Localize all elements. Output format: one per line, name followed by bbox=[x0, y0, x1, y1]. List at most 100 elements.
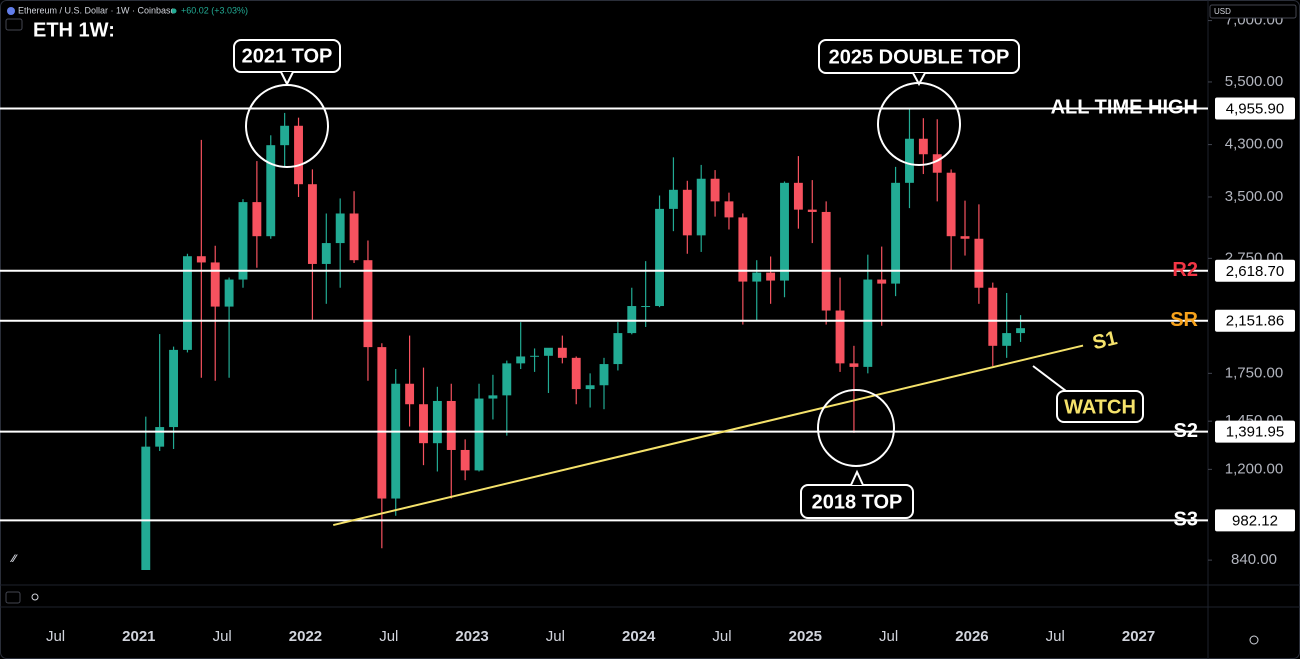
level-price-label: 4,955.90 bbox=[1226, 100, 1284, 117]
candle-body bbox=[932, 154, 942, 173]
candle-body bbox=[321, 243, 331, 264]
y-tick-label: 3,500.00 bbox=[1225, 188, 1283, 205]
candle-body bbox=[530, 355, 540, 357]
candle-body bbox=[960, 236, 970, 239]
y-tick-label: 4,300.00 bbox=[1225, 136, 1283, 153]
level-price-label: 982.12 bbox=[1232, 512, 1278, 529]
tradingview-logo: ⁄⁄ bbox=[9, 553, 18, 565]
candle-body bbox=[516, 356, 526, 364]
level-price-box bbox=[1215, 259, 1295, 282]
candle-body bbox=[377, 347, 387, 499]
collapse-button[interactable] bbox=[5, 18, 23, 31]
level-price-box bbox=[1215, 309, 1295, 332]
annotation: 2018 TOP bbox=[812, 491, 903, 513]
candle-body bbox=[419, 404, 428, 444]
trendline bbox=[333, 344, 1084, 527]
market-status bbox=[171, 8, 177, 14]
level-label: S3 bbox=[1174, 509, 1198, 531]
level-label: ALL TIME HIGH bbox=[1051, 97, 1198, 119]
candle-body bbox=[974, 238, 984, 288]
callout-box bbox=[1056, 390, 1144, 423]
callout-pointer bbox=[912, 72, 926, 87]
candle-body bbox=[363, 260, 373, 348]
candle-body bbox=[432, 400, 442, 444]
level-label: R2 bbox=[1172, 259, 1198, 281]
candle-body bbox=[821, 211, 831, 311]
currency-selector[interactable] bbox=[1209, 4, 1297, 19]
candle-body bbox=[682, 189, 692, 236]
candle-body bbox=[557, 347, 567, 358]
x-tick-label: 2024 bbox=[622, 628, 656, 645]
candle-body bbox=[599, 364, 609, 386]
y-tick-label: 1,750.00 bbox=[1225, 364, 1283, 381]
candle-body bbox=[1002, 333, 1012, 346]
settings-button[interactable] bbox=[31, 593, 39, 601]
callout-pointer bbox=[850, 469, 864, 486]
x-tick-label: Jul bbox=[46, 628, 65, 645]
candle-body bbox=[585, 385, 595, 390]
candle-body bbox=[946, 172, 956, 237]
candle-body bbox=[544, 347, 553, 356]
callout-pointer bbox=[1032, 365, 1071, 395]
x-tick-label: 2021 bbox=[122, 628, 155, 645]
candle-body bbox=[655, 208, 664, 307]
y-tick-label: 1,200.00 bbox=[1225, 460, 1283, 477]
level-price-label: 2,151.86 bbox=[1226, 313, 1284, 330]
callout-pointer bbox=[280, 71, 294, 87]
candle-body bbox=[710, 178, 720, 202]
candle-body bbox=[835, 310, 845, 364]
x-tick-label: Jul bbox=[712, 628, 731, 645]
candle-body bbox=[307, 184, 317, 264]
candle-body bbox=[849, 363, 859, 367]
candle-body bbox=[488, 395, 498, 399]
x-tick-label: Jul bbox=[546, 628, 565, 645]
candle-body bbox=[1016, 328, 1025, 334]
level-price-box bbox=[1215, 420, 1295, 443]
candle-body bbox=[266, 145, 276, 237]
candle-body bbox=[446, 400, 456, 450]
candle-body bbox=[405, 383, 415, 405]
candle-body bbox=[391, 383, 401, 499]
symbol-icon bbox=[7, 7, 15, 15]
candle-body bbox=[183, 256, 192, 350]
candle-body bbox=[905, 138, 914, 183]
plot-area bbox=[141, 108, 1025, 570]
candle-body bbox=[793, 182, 803, 210]
timeframe-button[interactable] bbox=[5, 591, 21, 604]
candle-body bbox=[349, 213, 359, 261]
x-tick-label: Jul bbox=[1046, 628, 1065, 645]
level-label: S2 bbox=[1174, 420, 1198, 442]
candle-body bbox=[766, 272, 776, 281]
symbol-description: Ethereum / U.S. Dollar · 1W · Coinbase bbox=[18, 5, 176, 15]
y-tick-label: 5,500.00 bbox=[1225, 73, 1283, 90]
level-price-box bbox=[1215, 509, 1295, 532]
candle-body bbox=[196, 256, 206, 263]
candle-body bbox=[807, 209, 817, 212]
candle-body bbox=[238, 202, 248, 280]
overlay: 7,000.005,500.004,300.003,500.002,750.00… bbox=[0, 12, 1295, 645]
candle-body bbox=[641, 306, 651, 308]
candle-body bbox=[224, 279, 234, 307]
candle-body bbox=[280, 125, 290, 146]
highlight-circle bbox=[817, 389, 895, 467]
x-tick-label: 2025 bbox=[789, 628, 822, 645]
level-label: SR bbox=[1170, 309, 1198, 331]
candle-body bbox=[571, 357, 581, 390]
candle-body bbox=[752, 272, 762, 282]
level-price-box bbox=[1215, 97, 1295, 120]
scroll-button[interactable] bbox=[1249, 635, 1259, 645]
candle-body bbox=[169, 349, 179, 428]
candle-body bbox=[502, 363, 512, 396]
candle-body bbox=[460, 449, 470, 471]
candle-body bbox=[294, 125, 303, 185]
chart-title: ETH 1W: bbox=[33, 19, 115, 41]
candle-body bbox=[210, 262, 220, 307]
x-tick-label: 2027 bbox=[1122, 628, 1155, 645]
annotation: WATCH bbox=[1064, 396, 1136, 418]
x-tick-label: 2026 bbox=[955, 628, 988, 645]
x-tick-label: 2022 bbox=[289, 628, 322, 645]
level-price-label: 1,391.95 bbox=[1226, 424, 1284, 441]
candle-body bbox=[627, 306, 637, 334]
